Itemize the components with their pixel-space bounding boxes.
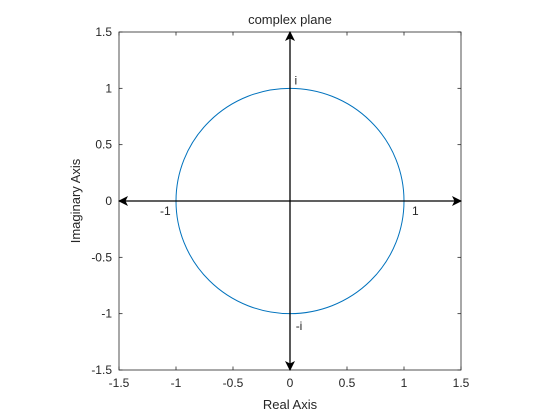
ticks-layer: -1.5 -1 -0.5 0 0.5 1 1.5 -1.5 -1 -0.5 0 0.5 1 1.5 [91,25,469,390]
x-tick-label: -1.5 [109,376,130,390]
y-tick-label: 0 [105,194,112,208]
annotation-label: -1 [160,204,171,218]
x-tick-label: 1 [401,376,408,390]
y-tick-label: -1 [101,307,112,321]
y-tick-label: 1.5 [95,25,112,39]
y-tick-label: 1 [105,81,112,95]
y-tick-label: -1.5 [91,363,112,377]
y-axis-label: Imaginary Axis [68,158,83,243]
annotation-label: 1 [412,204,419,218]
x-axis-label: Real Axis [263,397,318,412]
y-tick-label: 0.5 [95,138,112,152]
x-tick-label: 0 [287,376,294,390]
annotation-label: -i [296,319,303,333]
x-tick-label: -1 [171,376,182,390]
y-tick-label: -0.5 [91,250,112,264]
x-tick-label: 1.5 [453,376,470,390]
x-tick-label: 0.5 [339,376,356,390]
x-tick-label: -0.5 [223,376,244,390]
arrows-layer [118,31,462,371]
annotations-layer: i -i -1 1 [160,73,419,333]
annotation-label: i [295,73,298,87]
chart-title: complex plane [248,12,332,27]
